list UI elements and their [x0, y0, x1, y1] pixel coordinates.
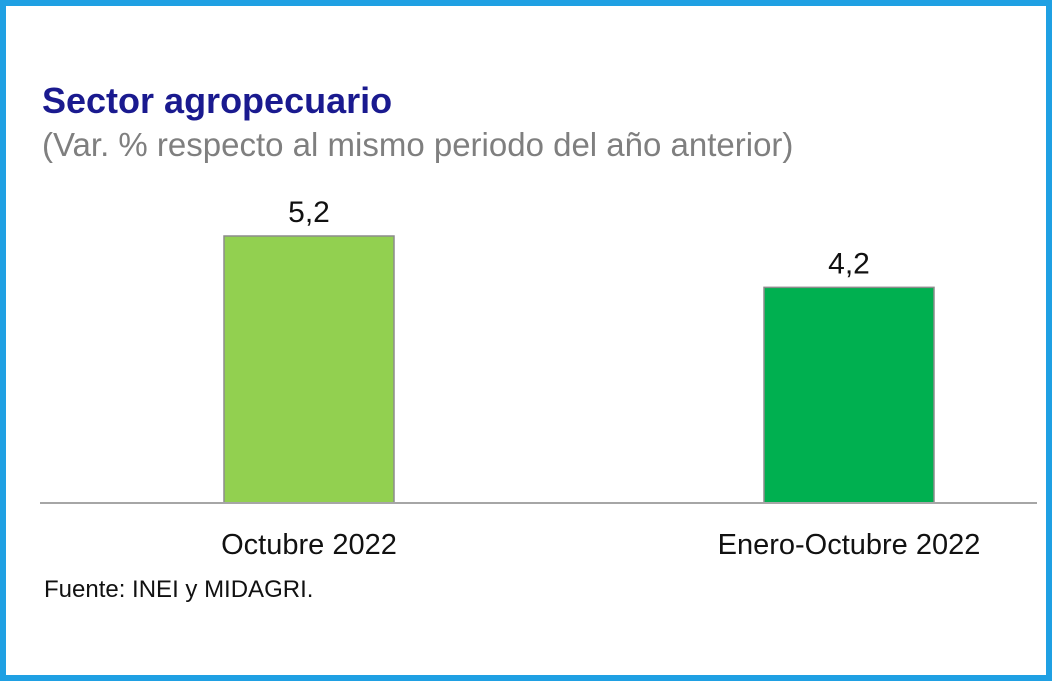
chart-subtitle: (Var. % respecto al mismo periodo del añ… — [42, 126, 794, 163]
value-label-0: 5,2 — [288, 196, 330, 229]
value-labels-group: 5,2 4,2 — [288, 196, 870, 280]
bar-0 — [223, 235, 395, 504]
category-label-0: Octubre 2022 — [221, 529, 397, 561]
value-label-1: 4,2 — [828, 247, 870, 280]
bars-group — [223, 235, 935, 504]
chart-title: Sector agropecuario — [42, 80, 393, 121]
bar-1 — [763, 286, 935, 504]
category-label-1: Enero-Octubre 2022 — [718, 529, 981, 561]
category-labels-group: Octubre 2022 Enero-Octubre 2022 — [221, 529, 980, 561]
source-note: Fuente: INEI y MIDAGRI. — [44, 576, 314, 603]
